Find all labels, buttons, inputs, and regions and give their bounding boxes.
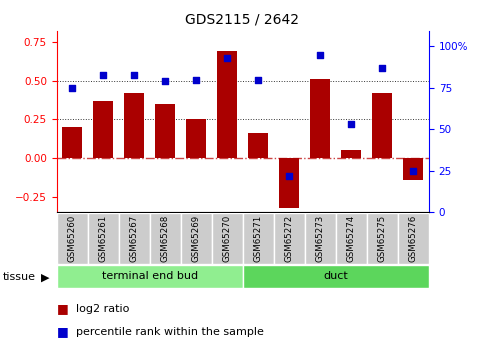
Bar	[310, 79, 330, 158]
Text: log2 ratio: log2 ratio	[76, 304, 130, 314]
Bar	[57, 265, 243, 288]
Bar	[150, 213, 181, 264]
Bar	[341, 150, 361, 158]
Bar	[243, 213, 274, 264]
Point	[254, 77, 262, 82]
Text: GSM65272: GSM65272	[285, 214, 294, 262]
Text: GSM65276: GSM65276	[409, 214, 418, 262]
Bar	[372, 93, 392, 158]
Bar	[403, 158, 423, 180]
Text: ■: ■	[57, 302, 69, 315]
Point	[68, 85, 76, 91]
Text: GSM65273: GSM65273	[316, 214, 325, 262]
Bar	[336, 213, 367, 264]
Text: ■: ■	[57, 325, 69, 338]
Text: terminal end bud: terminal end bud	[102, 272, 198, 281]
Bar	[243, 265, 429, 288]
Text: duct: duct	[323, 272, 348, 281]
Bar	[119, 213, 150, 264]
Text: percentile rank within the sample: percentile rank within the sample	[76, 327, 264, 337]
Point	[99, 72, 107, 77]
Bar	[217, 51, 237, 158]
Bar	[279, 158, 299, 208]
Point	[379, 65, 387, 71]
Bar	[398, 213, 429, 264]
Bar	[274, 213, 305, 264]
Text: GSM65275: GSM65275	[378, 214, 387, 262]
Bar	[248, 133, 268, 158]
Point	[130, 72, 138, 77]
Bar	[93, 101, 113, 158]
Bar	[212, 213, 243, 264]
Text: ▶: ▶	[41, 273, 50, 282]
Point	[223, 55, 231, 61]
Text: GSM65269: GSM65269	[192, 214, 201, 262]
Point	[348, 121, 355, 127]
Point	[317, 52, 324, 58]
Bar	[88, 213, 119, 264]
Text: GSM65260: GSM65260	[68, 214, 77, 262]
Text: GSM65274: GSM65274	[347, 214, 356, 262]
Point	[161, 79, 169, 84]
Bar	[186, 119, 207, 158]
Text: GSM65267: GSM65267	[130, 214, 139, 262]
Point	[285, 173, 293, 178]
Bar	[155, 104, 176, 158]
Bar	[367, 213, 398, 264]
Bar	[181, 213, 212, 264]
Text: GSM65268: GSM65268	[161, 214, 170, 262]
Bar	[62, 127, 82, 158]
Text: GDS2115 / 2642: GDS2115 / 2642	[184, 12, 299, 26]
Text: GSM65270: GSM65270	[223, 214, 232, 262]
Point	[192, 77, 200, 82]
Bar	[57, 213, 88, 264]
Text: GSM65261: GSM65261	[99, 214, 108, 262]
Text: GSM65271: GSM65271	[254, 214, 263, 262]
Text: tissue: tissue	[2, 273, 35, 282]
Point	[410, 168, 418, 174]
Bar	[124, 93, 144, 158]
Bar	[305, 213, 336, 264]
